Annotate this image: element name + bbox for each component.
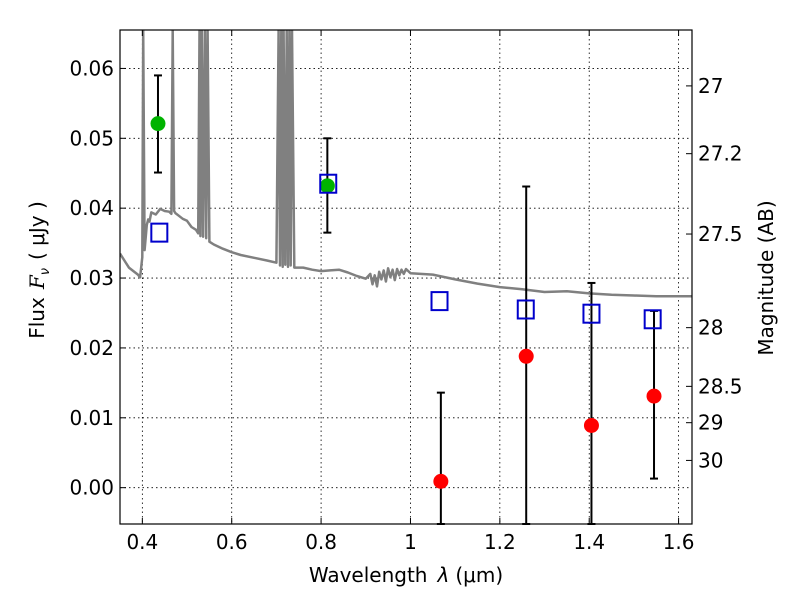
y2-tick-label: 28.5 <box>698 374 743 398</box>
plot-frame <box>119 29 693 525</box>
y2-tick-label: 30 <box>698 448 723 472</box>
x-axis-label: Wavelength λ (μm) <box>309 563 503 587</box>
y-axis-label-unit: ( μJy ) <box>25 201 49 260</box>
x-tick-label: 1.2 <box>484 530 516 554</box>
y-tick-label: 0.04 <box>69 196 114 220</box>
y2-tick-label: 27 <box>698 74 723 98</box>
y-tick-label: 0.06 <box>69 56 114 80</box>
y-tick-label: 0.02 <box>69 336 114 360</box>
x-tick-label: 0.6 <box>216 530 248 554</box>
y-axis-label-symbol: F <box>25 274 49 290</box>
sed-curve <box>120 30 692 298</box>
data-marks <box>150 74 662 525</box>
model-flux-square <box>582 303 601 324</box>
y-axis-label: Flux Fν ( μJy ) <box>25 201 53 339</box>
upper-limit-point <box>646 388 662 404</box>
y2-axis-label: Magnitude (AB) <box>754 200 778 355</box>
y-axis-label-text: Flux <box>25 297 49 339</box>
x-tick-label: 1.4 <box>573 530 605 554</box>
upper-limit-point <box>518 348 534 364</box>
x-axis-label-symbol: λ <box>437 563 450 587</box>
model-flux-square <box>319 173 338 194</box>
y-tick-label: 0.03 <box>69 266 114 290</box>
y2-tick-label: 29 <box>698 411 723 435</box>
x-tick-label: 0.4 <box>126 530 158 554</box>
x-axis-label-unit: (μm) <box>455 563 503 587</box>
model-flux-square <box>516 299 535 320</box>
plot-background <box>120 30 692 524</box>
y2-tick-label: 27.2 <box>698 142 743 166</box>
y-tick-label: 0.05 <box>69 126 114 150</box>
detected-point <box>319 178 335 194</box>
detected-point <box>150 116 166 132</box>
x-tick-label: 1.6 <box>663 530 695 554</box>
y-tick-label: 0.01 <box>69 406 114 430</box>
upper-limit-point <box>433 473 449 489</box>
y-axis-label-subscript: ν <box>38 268 53 275</box>
x-axis-label-text: Wavelength <box>309 563 428 587</box>
model-flux-square <box>430 291 449 312</box>
axis-ticks: 0.4 0.6 0.8 1 1.2 1.4 1.6 0.00 0.01 0.02 0.03 0.04 0… <box>69 30 743 554</box>
y2-tick-label: 27.5 <box>698 222 743 246</box>
model-flux-square <box>150 222 169 243</box>
sed-curve-layer <box>120 30 692 298</box>
x-tick-label: 1 <box>404 530 417 554</box>
y-tick-label: 0.00 <box>69 476 114 500</box>
y2-tick-label: 28 <box>698 316 723 340</box>
upper-limit-point <box>583 417 599 433</box>
model-flux-square <box>643 309 662 330</box>
x-tick-label: 0.8 <box>305 530 337 554</box>
